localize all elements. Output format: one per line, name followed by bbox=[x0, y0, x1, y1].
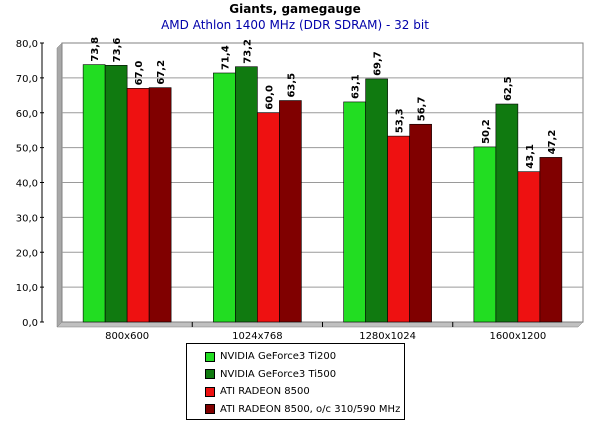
y-tick-label: 70,0 bbox=[16, 74, 38, 85]
x-tick-label: 800x600 bbox=[105, 331, 149, 340]
bar bbox=[279, 100, 302, 323]
legend-label: NVIDIA GeForce3 Ti500 bbox=[220, 368, 337, 380]
legend-swatch bbox=[205, 386, 215, 397]
legend-swatch bbox=[205, 369, 215, 380]
data-label: 73,2 bbox=[242, 39, 253, 64]
legend-item: NVIDIA GeForce3 Ti500 bbox=[205, 366, 404, 384]
y-tick-label: 50,0 bbox=[16, 144, 38, 155]
legend-label: NVIDIA GeForce3 Ti200 bbox=[220, 351, 337, 363]
data-label: 56,7 bbox=[417, 97, 428, 122]
bar bbox=[257, 112, 280, 323]
bar bbox=[213, 72, 236, 323]
legend-label: ATI RADEON 8500, o/c 310/590 MHz bbox=[220, 403, 401, 415]
x-tick-label: 1024x768 bbox=[232, 331, 282, 340]
data-label: 62,5 bbox=[503, 76, 514, 101]
y-tick-label: 10,0 bbox=[16, 283, 38, 294]
bar bbox=[517, 171, 541, 323]
data-label: 73,8 bbox=[90, 37, 101, 62]
data-label: 69,7 bbox=[373, 51, 384, 76]
bar bbox=[148, 87, 172, 323]
bar bbox=[82, 64, 106, 323]
bar bbox=[104, 65, 128, 323]
legend-item: ATI RADEON 8500 bbox=[205, 383, 404, 401]
chart-title: Giants, gamegauge bbox=[229, 2, 361, 16]
y-tick-label: 0,0 bbox=[22, 318, 38, 329]
data-label: 60,0 bbox=[264, 85, 275, 110]
legend-swatch bbox=[205, 404, 215, 415]
bar bbox=[473, 146, 497, 323]
data-label: 53,3 bbox=[395, 108, 406, 133]
data-label: 43,1 bbox=[525, 144, 536, 169]
y-tick-label: 20,0 bbox=[16, 248, 38, 259]
bar bbox=[495, 103, 519, 323]
x-tick-label: 1280x1024 bbox=[359, 331, 416, 340]
bar bbox=[235, 66, 258, 323]
data-label: 50,2 bbox=[481, 119, 492, 144]
data-label: 67,0 bbox=[134, 61, 145, 86]
bar bbox=[365, 78, 388, 323]
legend-label: ATI RADEON 8500 bbox=[220, 386, 310, 398]
y-tick-label: 80,0 bbox=[16, 39, 38, 50]
y-tick-label: 60,0 bbox=[16, 109, 38, 120]
data-label: 71,4 bbox=[220, 45, 231, 70]
legend-item: NVIDIA GeForce3 Ti200 bbox=[205, 348, 404, 366]
bar bbox=[387, 135, 410, 323]
bar bbox=[539, 157, 563, 323]
data-label: 63,1 bbox=[351, 74, 362, 99]
y-tick-label: 40,0 bbox=[16, 179, 38, 190]
bar bbox=[126, 88, 150, 323]
data-label: 63,5 bbox=[286, 73, 297, 98]
chart-legend: NVIDIA GeForce3 Ti200 NVIDIA GeForce3 Ti… bbox=[186, 343, 405, 420]
bar bbox=[409, 123, 432, 323]
chart-side-wall bbox=[56, 42, 63, 328]
y-tick-label: 30,0 bbox=[16, 213, 38, 224]
chart-floor bbox=[56, 321, 584, 328]
data-label: 47,2 bbox=[547, 130, 558, 155]
data-label: 67,2 bbox=[156, 60, 167, 85]
bar-chart: 0,0 10,0 20,0 30,0 40,0 50,0 60,0 70,0 80,0 73,8 7… bbox=[16, 37, 584, 340]
bar bbox=[343, 101, 366, 323]
data-label: 73,6 bbox=[112, 38, 123, 63]
legend-swatch bbox=[205, 351, 215, 362]
legend-item: ATI RADEON 8500, o/c 310/590 MHz bbox=[205, 401, 404, 419]
chart-subtitle: AMD Athlon 1400 MHz (DDR SDRAM) - 32 bit bbox=[161, 18, 429, 32]
x-tick-label: 1600x1200 bbox=[489, 331, 546, 340]
